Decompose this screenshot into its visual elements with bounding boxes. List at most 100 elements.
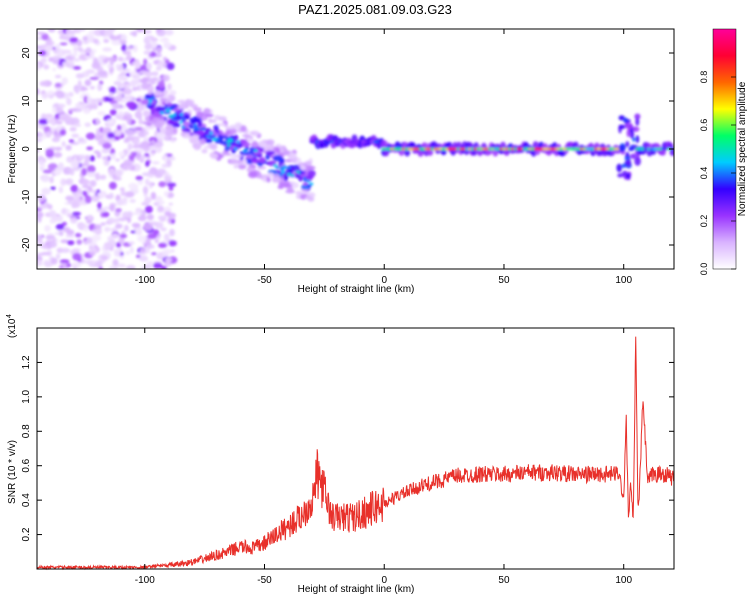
heatmap-cell [101, 255, 108, 260]
heatmap-cell [76, 222, 85, 229]
snr-panel: -100 -50 0 50 100 0.2 0.4 0.6 0.8 1.0 1.2 Height … [6, 314, 675, 595]
heatmap-cell [156, 106, 166, 112]
heatmap-cell [199, 138, 206, 145]
heatmap-cell [152, 262, 163, 269]
heatmap-cell [97, 70, 108, 77]
heatmap-cell [118, 236, 125, 244]
heatmap-cell [125, 251, 130, 255]
heatmap-cell [84, 55, 95, 59]
heatmap-cell [77, 137, 85, 142]
heatmap-cell [62, 262, 67, 269]
heatmap-cell [169, 114, 174, 118]
heatmap-cell [54, 146, 63, 151]
heatmap-cell [37, 31, 46, 35]
heatmap-cell [228, 158, 238, 164]
heatmap-cell [216, 122, 227, 127]
heatmap-cell [634, 156, 641, 166]
y-tick-label: 0.8 [21, 424, 32, 438]
heatmap-cell [110, 153, 117, 160]
heatmap-cell [121, 43, 127, 52]
heatmap-cell [246, 167, 255, 173]
heatmap-cell [121, 197, 128, 203]
heatmap-cell [101, 156, 110, 160]
x-tick-label: 0 [381, 575, 387, 586]
heatmap-cell [70, 216, 78, 224]
heatmap-cell [96, 192, 104, 197]
heatmap-cell [621, 163, 627, 169]
heatmap-cell [243, 152, 248, 156]
heatmap-cell [168, 202, 174, 206]
heatmap-cell [115, 158, 120, 162]
heatmap-cell [191, 134, 200, 140]
heatmap-cell [635, 117, 640, 126]
heatmap-cell [168, 186, 174, 191]
heatmap-cell [84, 79, 92, 87]
heatmap-cell [143, 223, 153, 231]
heatmap-cell [126, 52, 132, 61]
heatmap-cell [153, 196, 163, 202]
heatmap-cell [86, 218, 93, 224]
heatmap-cell [169, 119, 174, 126]
heatmap-cell [59, 129, 67, 136]
heatmap-cell [159, 111, 164, 115]
x-tick-label: -100 [135, 575, 155, 586]
heatmap-cell [41, 251, 51, 256]
heatmap-cell [122, 87, 133, 95]
heatmap-cell [258, 141, 267, 148]
heatmap-cell [626, 122, 634, 130]
heatmap-cell [119, 187, 125, 192]
heatmap-cell [142, 186, 149, 194]
heatmap-cell [201, 127, 206, 131]
x-tick-label: 50 [498, 575, 510, 586]
heatmap-cell [306, 179, 311, 183]
heatmap-cell [86, 165, 96, 174]
colorbar-tick-label: 0.2 [699, 215, 709, 228]
heatmap-cell [111, 233, 119, 239]
heatmap-cell [299, 165, 306, 171]
heatmap-cell [229, 135, 236, 140]
heatmap-cell [138, 119, 144, 125]
heatmap-cell [625, 151, 630, 157]
heatmap-cell [165, 125, 172, 131]
heatmap-cell [163, 175, 171, 182]
heatmap-cell [41, 187, 51, 195]
heatmap-cell [203, 108, 211, 114]
heatmap-cell [114, 169, 123, 177]
heatmap-cell [104, 159, 110, 166]
heatmap-cell [37, 45, 43, 50]
heatmap-cell [73, 45, 78, 54]
heatmap-cell [162, 74, 170, 82]
heatmap-cell [44, 260, 53, 268]
heatmap-cell [193, 145, 201, 151]
heatmap-cell [304, 195, 313, 200]
heatmap-cell [91, 189, 97, 194]
heatmap-cell [172, 113, 177, 117]
heatmap-cell [82, 179, 90, 185]
heatmap-cell [304, 160, 313, 166]
heatmap-cell [157, 215, 167, 220]
heatmap-cell [89, 155, 95, 161]
heatmap-cell [59, 35, 68, 40]
heatmap-cell [84, 195, 92, 204]
y-tick-label: 0.2 [21, 527, 32, 541]
heatmap-cell [275, 166, 280, 169]
heatmap-cell [67, 240, 75, 246]
heatmap-cell [83, 95, 88, 104]
heatmap-cell [37, 138, 43, 143]
heatmap-cell [166, 62, 175, 71]
heatmap-cell [626, 129, 631, 138]
heatmap-cell [48, 209, 57, 218]
heatmap-cell [95, 117, 100, 125]
heatmap-cell [44, 225, 51, 232]
heatmap-cell [204, 113, 214, 118]
heatmap-cell [107, 217, 116, 224]
heatmap-cell [215, 130, 220, 134]
heatmap-cell [271, 176, 282, 183]
heatmap-cell [163, 233, 170, 241]
heatmap-cell [68, 139, 75, 143]
heatmap-cell [623, 117, 628, 123]
heatmap-cell [108, 181, 117, 190]
heatmap-cell [85, 47, 92, 54]
heatmap-cell [82, 36, 88, 41]
